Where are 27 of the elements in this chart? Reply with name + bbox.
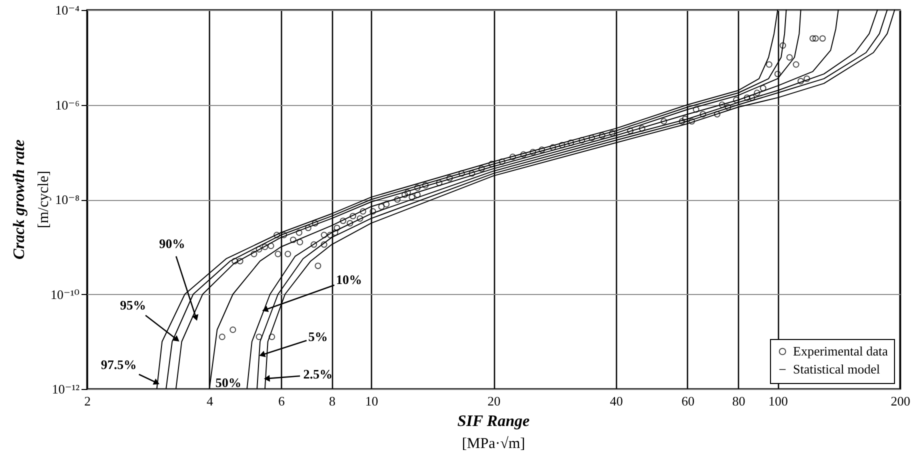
x-tick-label: 80 xyxy=(732,394,746,408)
x-tick-label: 6 xyxy=(278,394,286,408)
legend-label: Experimental data xyxy=(793,344,888,358)
x-tick-label: 10 xyxy=(365,394,378,408)
annotation: 50% xyxy=(215,375,242,390)
y-axis-title: Crack growth rate [m/cycle] xyxy=(11,139,52,260)
x-tick-label: 8 xyxy=(328,394,336,408)
x-tick-label: 60 xyxy=(681,394,694,408)
x-tick-label: 2 xyxy=(84,394,91,408)
annotation: 2.5% xyxy=(303,366,332,382)
annotation: 97.5% xyxy=(100,356,137,372)
x-tick-label: 20 xyxy=(488,394,500,408)
x-tick-label: 40 xyxy=(610,394,623,408)
annotation: 95% xyxy=(120,298,146,313)
x-tick-label: 200 xyxy=(890,394,910,408)
y-tick-label: 10⁻¹² xyxy=(52,382,80,396)
legend-label: Statistical model xyxy=(793,362,880,376)
annotation: 90% xyxy=(159,236,186,251)
y-tick-label: 10⁻⁴ xyxy=(55,2,80,18)
x-tick-label: 100 xyxy=(768,394,788,408)
x-axis-title: SIF Range [MPa·√m] xyxy=(457,413,530,452)
y-tick-label: 10⁻¹⁰ xyxy=(50,286,80,302)
x-tick-label: 4 xyxy=(206,394,214,408)
y-tick-label: 10⁻⁸ xyxy=(55,192,80,207)
y-tick-label: 10⁻⁶ xyxy=(55,97,80,112)
annotation: 10% xyxy=(336,272,362,287)
annotation: 5% xyxy=(308,328,328,344)
